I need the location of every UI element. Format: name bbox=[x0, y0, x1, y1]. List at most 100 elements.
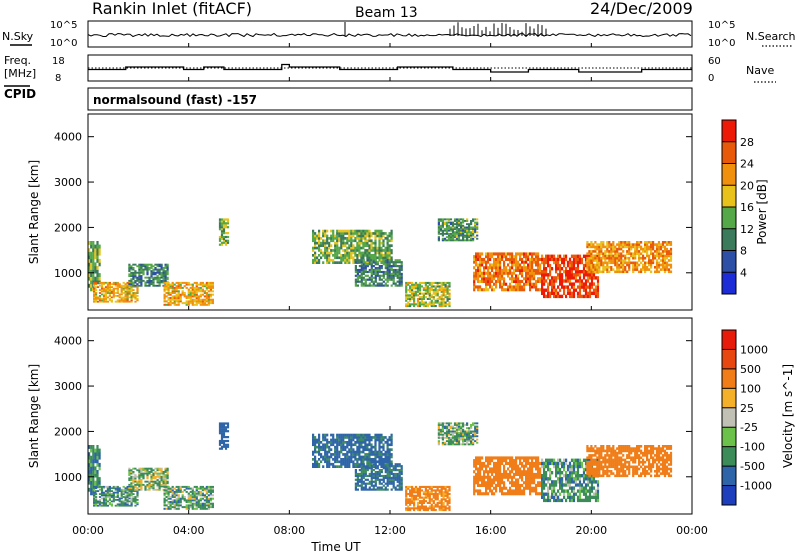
data-cell bbox=[138, 477, 141, 480]
data-cell bbox=[218, 228, 222, 231]
data-cell bbox=[334, 246, 337, 250]
data-cell bbox=[342, 458, 345, 461]
data-cell bbox=[616, 247, 619, 251]
data-cell bbox=[578, 254, 582, 258]
data-cell bbox=[358, 244, 361, 247]
data-cell bbox=[543, 273, 546, 277]
data-cell bbox=[332, 443, 335, 447]
data-cell bbox=[644, 263, 647, 267]
data-cell bbox=[495, 274, 498, 278]
data-cell bbox=[485, 282, 488, 286]
data-cell bbox=[388, 443, 391, 447]
data-cell bbox=[146, 467, 149, 470]
data-cell bbox=[380, 471, 383, 474]
data-cell bbox=[98, 503, 102, 506]
data-cell bbox=[162, 479, 165, 481]
data-cell bbox=[440, 301, 443, 304]
data-cell bbox=[340, 458, 343, 461]
data-cell bbox=[437, 239, 440, 242]
data-cell bbox=[396, 284, 399, 287]
data-cell bbox=[582, 263, 586, 268]
data-cell bbox=[209, 494, 212, 497]
data-cell bbox=[134, 497, 137, 500]
data-cell bbox=[187, 297, 190, 299]
data-cell bbox=[445, 231, 449, 234]
data-cell bbox=[535, 252, 538, 256]
data-cell bbox=[438, 305, 441, 308]
data-cell bbox=[439, 220, 442, 222]
data-cell bbox=[154, 480, 157, 483]
data-cell bbox=[442, 496, 445, 499]
data-cell bbox=[446, 493, 449, 496]
data-cell bbox=[140, 268, 143, 271]
data-cell bbox=[318, 237, 321, 240]
data-cell bbox=[374, 246, 377, 250]
data-cell bbox=[158, 284, 161, 287]
data-cell bbox=[489, 282, 492, 286]
data-cell bbox=[104, 493, 108, 495]
data-cell bbox=[392, 268, 395, 272]
data-cell bbox=[436, 283, 439, 286]
data-cell bbox=[531, 255, 534, 259]
data-cell bbox=[447, 228, 451, 230]
data-cell bbox=[527, 277, 530, 281]
data-cell bbox=[618, 252, 621, 255]
data-cell bbox=[378, 486, 381, 489]
data-cell bbox=[444, 283, 447, 286]
data-cell bbox=[130, 493, 133, 495]
data-cell bbox=[334, 251, 337, 255]
data-cell bbox=[384, 460, 387, 464]
data-cell bbox=[382, 453, 385, 456]
data-cell bbox=[144, 265, 147, 268]
data-cell bbox=[374, 448, 377, 451]
data-cell bbox=[434, 292, 437, 295]
data-cell bbox=[344, 261, 347, 264]
data-cell bbox=[312, 234, 315, 238]
data-cell bbox=[572, 285, 576, 289]
data-cell bbox=[136, 279, 139, 282]
data-cell bbox=[150, 480, 153, 483]
data-cell bbox=[90, 448, 93, 453]
data-cell bbox=[93, 293, 96, 296]
data-cell bbox=[570, 260, 574, 265]
data-cell bbox=[92, 480, 95, 485]
data-cell bbox=[354, 478, 357, 481]
data-cell bbox=[479, 263, 482, 267]
data-cell bbox=[122, 287, 125, 290]
data-cell bbox=[440, 500, 443, 503]
data-cell bbox=[148, 480, 151, 483]
data-cell bbox=[366, 229, 369, 233]
data-cell bbox=[485, 288, 488, 292]
data-cell bbox=[162, 275, 165, 277]
data-cell bbox=[588, 291, 592, 295]
data-cell bbox=[446, 500, 449, 503]
data-cell bbox=[98, 292, 102, 294]
data-cell bbox=[586, 276, 590, 280]
data-cell bbox=[376, 438, 379, 442]
data-cell bbox=[138, 271, 141, 274]
data-cell bbox=[130, 299, 133, 302]
data-cell bbox=[354, 463, 357, 466]
data-cell bbox=[476, 237, 479, 240]
data-cell bbox=[95, 496, 98, 498]
data-cell bbox=[559, 288, 562, 292]
data-cell bbox=[356, 261, 359, 264]
data-cell bbox=[108, 289, 111, 291]
data-cell bbox=[594, 291, 598, 295]
data-cell bbox=[156, 265, 159, 268]
data-cell bbox=[390, 265, 393, 268]
data-cell bbox=[476, 228, 479, 230]
data-cell bbox=[380, 488, 383, 491]
data-cell bbox=[602, 256, 605, 260]
data-cell bbox=[362, 441, 365, 444]
data-cell bbox=[205, 288, 208, 291]
data-cell bbox=[340, 441, 343, 444]
data-cell bbox=[464, 228, 467, 230]
data-cell bbox=[582, 288, 586, 292]
data-cell bbox=[193, 494, 196, 497]
data-cell bbox=[442, 281, 445, 284]
data-cell bbox=[378, 251, 381, 255]
data-cell bbox=[374, 463, 377, 466]
data-cell bbox=[177, 297, 180, 299]
data-cell bbox=[191, 286, 194, 289]
